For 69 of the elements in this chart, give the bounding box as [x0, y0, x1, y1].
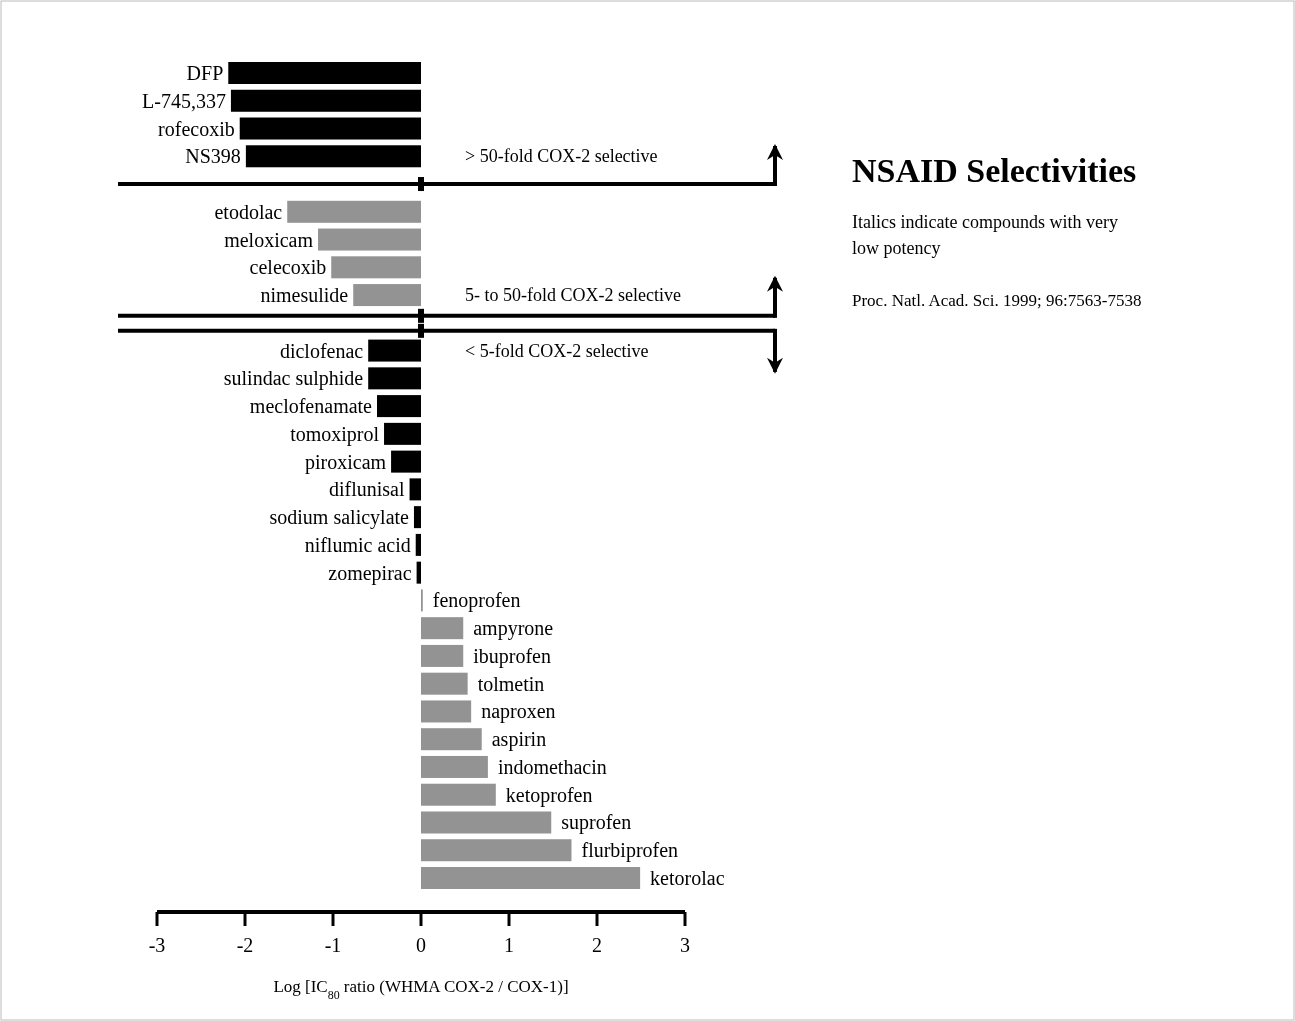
annotation: > 50-fold COX-2 selective — [465, 146, 658, 167]
y-tick-label: ampyrone — [473, 617, 554, 641]
y-tick-label: sodium salicylate — [269, 506, 410, 530]
y-tick-label: indomethacin — [497, 755, 607, 778]
annotation: 5- to 50-fold COX-2 selective — [465, 285, 681, 306]
y-tick-label: celecoxib — [249, 256, 327, 279]
bar — [415, 533, 421, 556]
y-tick-label: meloxicam — [224, 228, 314, 251]
y-tick-label: meclofenamate — [249, 395, 373, 418]
y-tick-label: tomoxiprol — [290, 422, 380, 446]
y-tick-label: piroxicam — [304, 450, 387, 474]
bar — [413, 506, 421, 529]
y-tick-label: rofecoxib — [158, 117, 235, 140]
bar — [421, 672, 468, 695]
x-tick-label: -2 — [236, 934, 254, 956]
y-tick-label: L-745,337 — [142, 89, 226, 112]
y-tick-label: diclofenac — [279, 339, 364, 362]
bar — [377, 395, 421, 418]
bar — [228, 62, 421, 84]
bar — [421, 755, 488, 778]
x-tick-label: 0 — [416, 934, 426, 956]
x-tick-label: -3 — [148, 934, 166, 956]
y-tick-label: tolmetin — [477, 672, 545, 695]
y-tick-label: nimesulide — [260, 284, 349, 307]
bar — [391, 450, 421, 473]
x-tick-label: -1 — [324, 934, 342, 956]
bar — [368, 367, 421, 390]
y-tick-label: zomepirac — [328, 561, 412, 585]
bar — [409, 478, 421, 501]
bar — [421, 839, 572, 862]
x-axis-title: Log [IC$_{80}$ ratio (WHMA COX-2 / COX-1)] — [273, 977, 569, 1002]
annotation: < 5-fold COX-2 selective — [465, 340, 649, 361]
bar — [421, 700, 472, 723]
bar — [421, 644, 464, 667]
bar — [353, 284, 421, 307]
text: Italics indicate compounds with very low potency — [852, 212, 1118, 258]
bar — [384, 422, 421, 445]
y-tick-label: ibuprofen — [473, 644, 552, 668]
y-tick-label: suprofen — [561, 811, 632, 835]
bar — [421, 811, 552, 834]
y-tick-label: diflunisal — [329, 478, 405, 501]
bar — [230, 89, 421, 112]
bar — [331, 256, 421, 279]
y-tick-label: naproxen — [481, 700, 556, 724]
y-tick-label: niflumic acid — [304, 533, 411, 556]
text: Proc. Natl. Acad. Sci. 1999; 96:7563-7538 — [852, 291, 1142, 310]
bar — [239, 117, 421, 140]
y-tick-label: ketoprofen — [505, 783, 593, 807]
bar — [421, 617, 464, 640]
bar — [368, 339, 421, 362]
bar — [318, 228, 421, 251]
bar — [245, 145, 421, 168]
bar — [421, 728, 482, 751]
bar — [421, 867, 641, 889]
y-tick-label: fenoprofen — [432, 589, 521, 613]
bar — [421, 783, 496, 806]
y-tick-label: DFP — [186, 62, 224, 84]
y-tick-label: flurbiprofen — [581, 839, 679, 863]
x-tick-label: 2 — [592, 934, 602, 956]
y-tick-label: aspirin — [491, 728, 547, 752]
y-tick-label: sulindac sulphide — [223, 367, 364, 391]
text: NSAID Selectivities — [852, 152, 1137, 189]
bar — [287, 200, 421, 223]
y-tick-label: NS398 — [185, 145, 241, 168]
y-tick-label: etodolac — [214, 200, 283, 223]
x-tick-label: 3 — [680, 934, 690, 956]
bar — [416, 561, 421, 584]
y-tick-label: ketorolac — [650, 867, 725, 889]
x-tick-label: 1 — [504, 934, 514, 956]
